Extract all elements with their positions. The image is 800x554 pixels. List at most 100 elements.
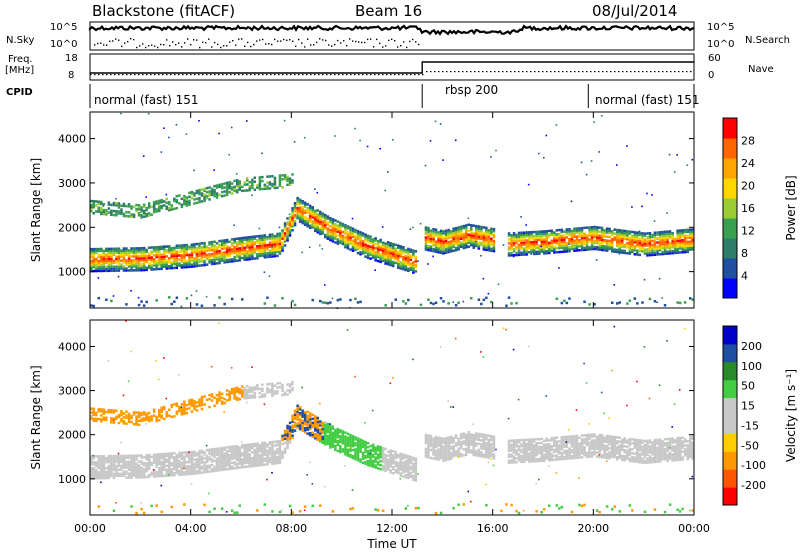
- noise-cell: [419, 222, 422, 225]
- range-gate-cell: [140, 454, 143, 457]
- range-gate-cell: [127, 253, 131, 256]
- range-gate-cell: [198, 198, 201, 202]
- ground-cell: [691, 298, 694, 301]
- range-gate-cell: [308, 208, 312, 212]
- range-gate-cell: [631, 230, 634, 234]
- range-gate-cell: [467, 235, 470, 238]
- range-gate-cell: [200, 254, 204, 257]
- range-gate-cell: [193, 249, 196, 252]
- range-gate-cell: [485, 234, 488, 238]
- range-gate-cell: [158, 267, 161, 271]
- range-gate-cell: [402, 260, 405, 263]
- range-gate-cell: [376, 445, 380, 448]
- range-gate-cell: [319, 216, 322, 220]
- range-gate-cell: [271, 444, 274, 448]
- nave-point: [526, 71, 528, 73]
- range-gate-cell: [198, 453, 201, 457]
- range-gate-cell: [510, 248, 513, 251]
- range-gate-cell: [354, 244, 357, 248]
- range-gate-cell: [407, 472, 410, 476]
- range-gate-cell: [155, 475, 158, 478]
- range-gate-cell: [198, 451, 201, 455]
- range-gate-cell: [243, 236, 246, 239]
- range-gate-cell: [105, 257, 108, 261]
- range-gate-cell: [173, 467, 176, 471]
- range-gate-cell: [384, 246, 387, 249]
- range-gate-cell: [316, 438, 319, 441]
- range-gate-cell: [324, 433, 327, 436]
- noise-cell: [321, 248, 324, 250]
- range-gate-cell: [220, 402, 224, 405]
- range-gate-cell: [183, 196, 186, 200]
- range-gate-cell: [90, 473, 93, 476]
- range-gate-cell: [241, 250, 244, 254]
- range-gate-cell: [361, 232, 365, 235]
- range-gate-cell: [173, 471, 176, 475]
- range-gate-cell: [595, 228, 599, 231]
- range-gate-cell: [392, 246, 395, 250]
- nsearch-point: [190, 44, 192, 46]
- range-gate-cell: [100, 265, 103, 269]
- range-gate-cell: [170, 415, 173, 419]
- range-gate-cell: [198, 192, 201, 196]
- ground-cell: [618, 301, 621, 304]
- range-gate-cell: [185, 403, 189, 407]
- range-gate-cell: [311, 216, 314, 219]
- range-gate-cell: [276, 390, 279, 393]
- nave-point: [550, 71, 552, 73]
- range-gate-cell: [339, 241, 342, 245]
- range-gate-cell: [485, 230, 488, 234]
- range-gate-cell: [246, 388, 249, 392]
- range-gate-cell: [258, 460, 262, 463]
- range-gate-cell: [384, 469, 387, 472]
- range-gate-cell: [442, 246, 445, 249]
- range-gate-cell: [286, 438, 289, 442]
- nave-point: [130, 74, 132, 76]
- range-gate-cell: [170, 403, 173, 407]
- range-gate-cell: [399, 454, 402, 457]
- range-gate-cell: [432, 230, 435, 233]
- range-gate-cell: [452, 249, 455, 252]
- range-gate-cell: [321, 228, 324, 231]
- range-gate-cell: [97, 417, 100, 421]
- range-gate-cell: [334, 233, 337, 236]
- range-gate-cell: [173, 266, 176, 270]
- range-gate-cell: [334, 231, 337, 234]
- noise-cell: [538, 152, 540, 155]
- range-gate-cell: [193, 263, 196, 266]
- range-gate-cell: [283, 224, 287, 227]
- noise-cell: [308, 461, 311, 464]
- range-gate-cell: [158, 415, 161, 418]
- range-gate-cell: [132, 265, 136, 268]
- range-gate-cell: [241, 238, 244, 242]
- range-gate-cell: [376, 455, 380, 458]
- range-gate-cell: [583, 242, 586, 246]
- ground-cell: [273, 304, 277, 307]
- range-gate-cell: [160, 464, 163, 468]
- ground-cell: [319, 504, 322, 507]
- range-gate-cell: [95, 461, 98, 464]
- range-gate-cell: [178, 455, 181, 459]
- range-gate-cell: [92, 457, 95, 460]
- range-gate-cell: [180, 266, 184, 269]
- range-gate-cell: [97, 263, 100, 267]
- range-gate-cell: [258, 254, 262, 258]
- range-gate-cell: [548, 245, 551, 249]
- range-gate-cell: [444, 231, 448, 234]
- range-gate-cell: [283, 175, 287, 179]
- range-gate-cell: [233, 251, 236, 255]
- range-gate-cell: [324, 437, 327, 440]
- range-gate-cell: [575, 245, 579, 248]
- range-gate-cell: [565, 232, 569, 235]
- nsearch-point: [262, 38, 264, 41]
- range-gate-cell: [286, 231, 289, 234]
- range-gate-cell: [515, 253, 518, 257]
- range-gate-cell: [329, 432, 332, 435]
- range-gate-cell: [543, 246, 546, 249]
- noise-cell: [595, 259, 598, 261]
- range-gate-cell: [200, 248, 204, 251]
- range-gate-cell: [120, 456, 123, 460]
- range-gate-cell: [100, 455, 103, 458]
- range-gate-cell: [180, 205, 184, 209]
- range-gate-cell: [522, 233, 526, 236]
